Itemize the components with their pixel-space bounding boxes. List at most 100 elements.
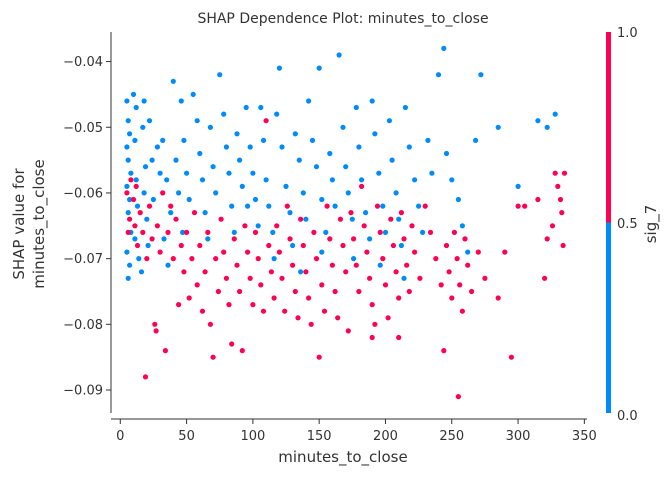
point-low-sig7 [296,157,302,163]
point-low-sig7 [234,131,240,137]
point-low-sig7 [132,137,138,143]
point-low-sig7 [217,72,223,78]
point-low-sig7 [290,242,296,249]
point-low-sig7 [136,256,142,262]
point-high-sig7 [260,308,267,314]
point-low-sig7 [369,98,375,104]
point-high-sig7 [542,275,548,281]
y-tick-label: −0.06 [63,186,103,201]
y-axis-label: SHAP value for minutes_to_close [10,159,49,288]
point-high-sig7 [332,288,338,295]
point-high-sig7 [231,236,237,242]
point-low-sig7 [199,177,206,183]
point-low-sig7 [170,78,176,84]
point-high-sig7 [263,118,269,124]
x-tick-label: 250 [439,429,464,444]
point-low-sig7 [160,137,166,143]
point-low-sig7 [146,118,153,124]
point-low-sig7 [134,203,141,209]
point-high-sig7 [356,288,362,295]
point-low-sig7 [255,223,261,229]
point-high-sig7 [157,249,163,255]
point-high-sig7 [433,256,439,262]
point-high-sig7 [268,269,274,275]
point-high-sig7 [321,308,328,314]
point-high-sig7 [229,341,235,347]
point-low-sig7 [416,203,422,209]
point-high-sig7 [292,288,298,295]
point-low-sig7 [544,124,550,130]
point-high-sig7 [409,223,415,229]
point-low-sig7 [128,170,134,176]
point-low-sig7 [349,216,355,222]
point-low-sig7 [380,203,386,209]
point-high-sig7 [552,170,558,176]
point-low-sig7 [176,190,182,196]
point-high-sig7 [372,321,378,327]
point-low-sig7 [149,157,155,163]
point-low-sig7 [190,91,196,97]
point-high-sig7 [137,210,143,216]
point-high-sig7 [221,249,227,255]
point-high-sig7 [191,210,198,216]
point-high-sig7 [544,236,550,242]
point-high-sig7 [412,249,418,255]
point-high-sig7 [125,229,131,235]
point-low-sig7 [495,124,501,130]
point-low-sig7 [239,183,245,189]
point-high-sig7 [127,216,133,222]
point-high-sig7 [252,229,259,235]
point-high-sig7 [377,229,383,235]
colorbar-tick-mid: 0.5 [617,217,638,232]
point-low-sig7 [356,144,362,150]
point-high-sig7 [282,308,288,314]
point-low-sig7 [319,196,325,203]
point-low-sig7 [401,275,407,281]
point-high-sig7 [290,262,296,268]
point-high-sig7 [324,203,330,209]
point-low-sig7 [329,177,335,183]
point-high-sig7 [132,223,138,229]
point-high-sig7 [234,262,240,268]
point-low-sig7 [194,118,200,124]
point-high-sig7 [359,183,365,189]
point-low-sig7 [343,164,349,170]
point-high-sig7 [385,315,391,321]
point-high-sig7 [345,328,351,334]
chart-title: SHAP Dependence Plot: minutes_to_close [197,11,488,27]
point-high-sig7 [186,295,192,301]
point-high-sig7 [202,269,208,275]
point-low-sig7 [398,242,404,249]
point-low-sig7 [213,190,219,196]
point-low-sig7 [141,98,147,104]
point-high-sig7 [306,295,312,301]
point-low-sig7 [429,170,435,176]
point-low-sig7 [124,183,130,189]
point-high-sig7 [298,216,304,222]
point-low-sig7 [221,111,227,117]
point-low-sig7 [376,170,382,176]
point-low-sig7 [459,223,465,229]
point-high-sig7 [390,242,396,249]
point-high-sig7 [245,249,251,255]
point-high-sig7 [176,302,182,308]
point-low-sig7 [133,177,139,183]
point-low-sig7 [161,236,167,242]
point-high-sig7 [449,295,455,301]
point-low-sig7 [389,157,395,163]
point-low-sig7 [237,157,243,163]
x-tick-label: 150 [307,429,332,444]
colorbar: 1.0 0.5 0.0 sig_7 [606,26,661,424]
point-high-sig7 [427,229,434,235]
point-high-sig7 [239,348,245,354]
point-low-sig7 [323,229,329,235]
point-low-sig7 [319,249,325,255]
point-low-sig7 [258,104,264,111]
point-low-sig7 [465,249,471,255]
point-high-sig7 [153,328,159,334]
colorbar-tick-high: 1.0 [617,26,638,41]
point-low-sig7 [412,177,418,183]
point-high-sig7 [561,170,568,176]
colorbar-gradient [606,32,611,413]
point-low-sig7 [402,104,408,111]
